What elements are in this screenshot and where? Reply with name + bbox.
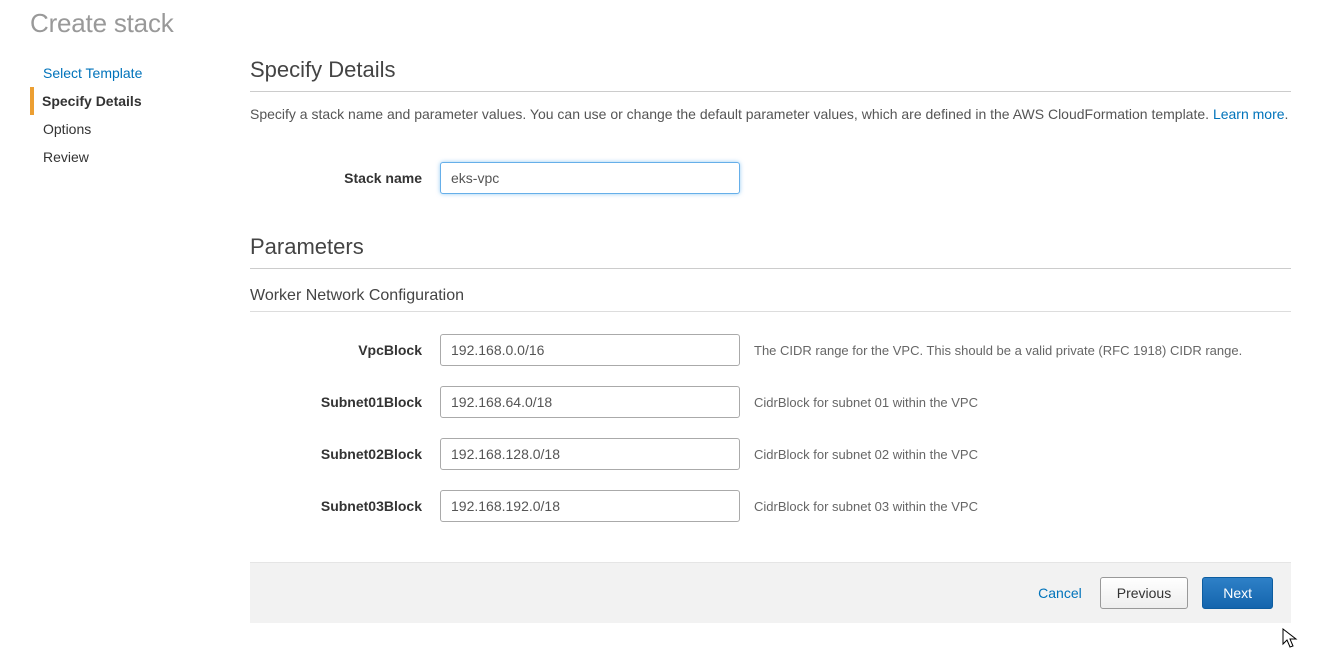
- stack-name-label: Stack name: [250, 170, 440, 186]
- param-help-subnet03: CidrBlock for subnet 03 within the VPC: [740, 499, 1291, 514]
- param-input-vpcblock[interactable]: [440, 334, 740, 366]
- stack-name-row: Stack name: [250, 162, 1291, 194]
- specify-details-description: Specify a stack name and parameter value…: [250, 106, 1291, 122]
- param-label-vpcblock: VpcBlock: [250, 342, 440, 358]
- next-button[interactable]: Next: [1202, 577, 1273, 609]
- previous-button[interactable]: Previous: [1100, 577, 1188, 609]
- footer-bar: Cancel Previous Next: [250, 562, 1291, 623]
- param-row-subnet02: Subnet02Block CidrBlock for subnet 02 wi…: [250, 438, 1291, 470]
- param-input-subnet01[interactable]: [440, 386, 740, 418]
- param-help-subnet01: CidrBlock for subnet 01 within the VPC: [740, 395, 1291, 410]
- param-input-subnet03[interactable]: [440, 490, 740, 522]
- param-label-subnet01: Subnet01Block: [250, 394, 440, 410]
- cancel-button[interactable]: Cancel: [1034, 579, 1086, 607]
- param-help-subnet02: CidrBlock for subnet 02 within the VPC: [740, 447, 1291, 462]
- page-title: Create stack: [30, 8, 1301, 39]
- description-text: Specify a stack name and parameter value…: [250, 106, 1213, 122]
- wizard-sidebar: Select Template Specify Details Options …: [30, 57, 205, 623]
- sidebar-item-select-template[interactable]: Select Template: [30, 59, 205, 87]
- worker-network-config-heading: Worker Network Configuration: [250, 287, 1291, 312]
- sidebar-item-specify-details[interactable]: Specify Details: [30, 87, 205, 115]
- param-row-vpcblock: VpcBlock The CIDR range for the VPC. Thi…: [250, 334, 1291, 366]
- param-row-subnet03: Subnet03Block CidrBlock for subnet 03 wi…: [250, 490, 1291, 522]
- param-row-subnet01: Subnet01Block CidrBlock for subnet 01 wi…: [250, 386, 1291, 418]
- param-input-subnet02[interactable]: [440, 438, 740, 470]
- param-label-subnet02: Subnet02Block: [250, 446, 440, 462]
- description-period: .: [1285, 106, 1289, 122]
- sidebar-item-review[interactable]: Review: [30, 143, 205, 171]
- parameters-heading: Parameters: [250, 234, 1291, 269]
- learn-more-link[interactable]: Learn more: [1213, 106, 1285, 122]
- mouse-cursor-icon: [1282, 628, 1300, 650]
- stack-name-input[interactable]: [440, 162, 740, 194]
- specify-details-heading: Specify Details: [250, 57, 1291, 92]
- sidebar-item-options[interactable]: Options: [30, 115, 205, 143]
- param-label-subnet03: Subnet03Block: [250, 498, 440, 514]
- param-help-vpcblock: The CIDR range for the VPC. This should …: [740, 343, 1291, 358]
- main-content: Specify Details Specify a stack name and…: [250, 57, 1301, 623]
